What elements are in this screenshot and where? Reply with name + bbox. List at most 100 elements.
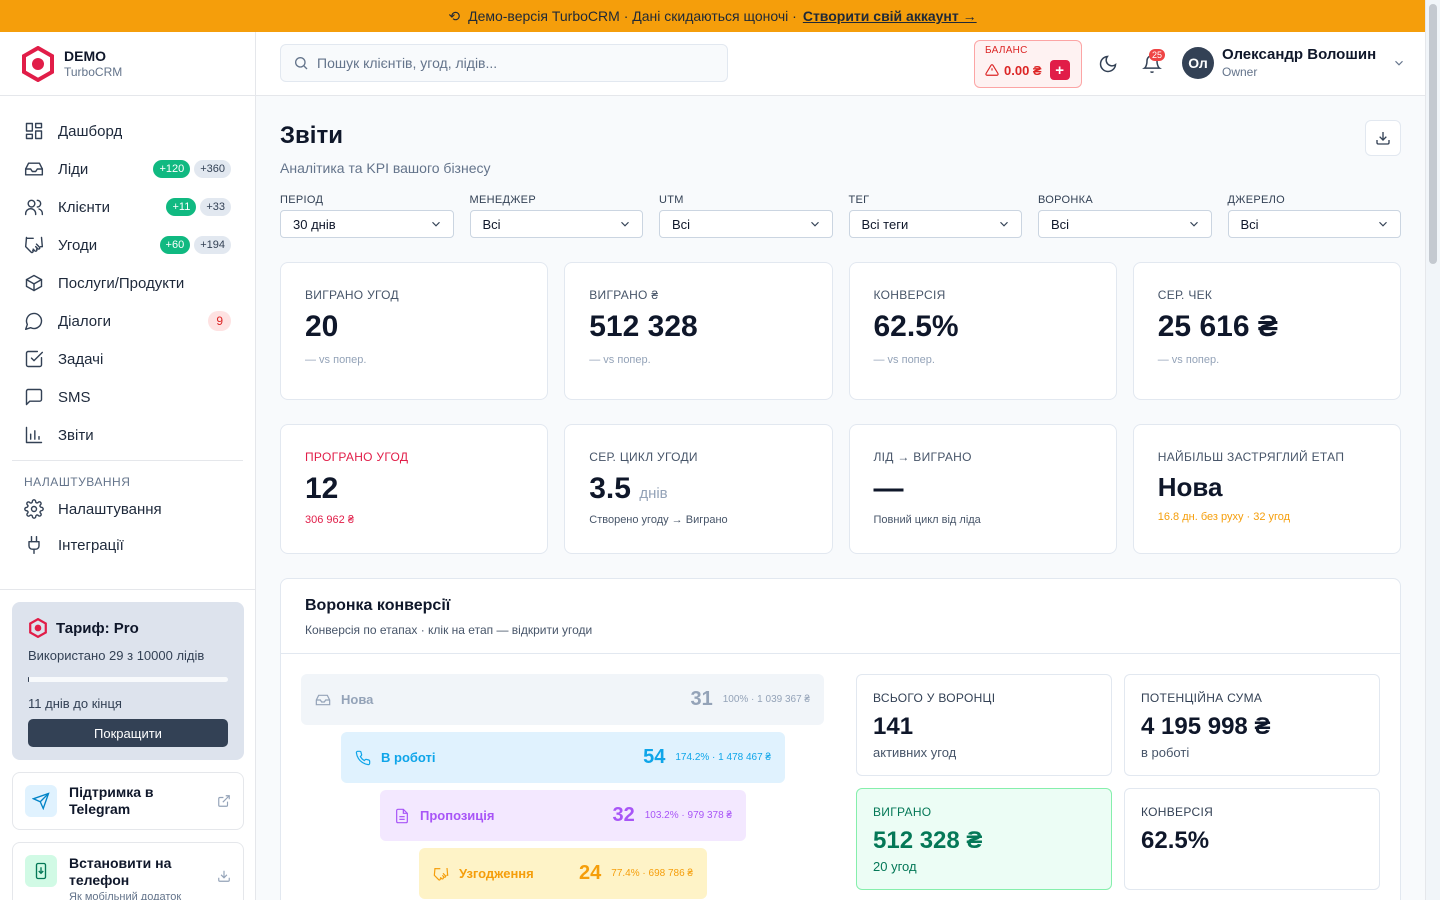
plan-usage-fill xyxy=(28,677,29,682)
filter-value: Всі xyxy=(482,216,501,232)
message-icon xyxy=(25,388,43,406)
telegram-icon xyxy=(25,785,57,817)
kpi-card: СЕР. ЦИКЛ УГОДИ 3.5 днів Створено угоду → … xyxy=(564,424,833,554)
kpi-value: 25 616 ₴ xyxy=(1157,310,1278,343)
nav-item-dialogs[interactable]: Діалоги 9 xyxy=(12,302,243,340)
scrollbar-thumb[interactable] xyxy=(1429,4,1437,264)
bar-chart-icon xyxy=(25,426,43,444)
plan-usage: Використано 29 з 10000 лідів xyxy=(28,648,205,663)
stage-count: 54 xyxy=(643,746,666,768)
nav-item-settings[interactable]: Налаштування xyxy=(12,491,243,527)
kpi-note: — vs попер. xyxy=(1157,354,1220,366)
nav-label: Налаштування xyxy=(58,500,162,518)
kpi-note: — vs попер. xyxy=(305,354,367,366)
sidebar-bottom: Тариф: Pro Використано 29 з 10000 лідів … xyxy=(0,589,255,900)
kpi-detail: 306 962 ₴ xyxy=(305,514,354,526)
top-up-button[interactable]: + xyxy=(1049,60,1070,80)
stat-card-won: ВИГРАНО 512 328 ₴ 20 угод xyxy=(856,788,1112,890)
kpi-card: ЛІД → ВИГРАНО — Повний цикл від ліда xyxy=(848,424,1117,554)
logo[interactable]: DEMO TurboCRM xyxy=(0,32,255,96)
stat-value: 4 195 998 ₴ xyxy=(1141,713,1271,740)
dashboard-icon xyxy=(25,122,43,140)
stat-value: 62.5% xyxy=(1141,827,1210,854)
filter-label: ТЕГ xyxy=(848,194,870,206)
nav-item-clients[interactable]: Клієнти +11 +33 xyxy=(12,188,243,226)
filter-select[interactable]: 30 днів xyxy=(280,210,454,238)
sidebar: DEMO TurboCRM Дашборд Ліди +120 +360 Клі… xyxy=(0,32,256,900)
nav-item-dashboard[interactable]: Дашборд xyxy=(12,112,243,150)
nav-item-products[interactable]: Послуги/Продукти xyxy=(12,264,243,302)
filter-select[interactable]: Всі xyxy=(1038,210,1212,238)
logo-icon xyxy=(22,45,54,82)
kpi-card: ПРОГРАНО УГОД 12 306 962 ₴ xyxy=(280,424,549,554)
kpi-value: 3.5 xyxy=(589,472,631,505)
page-scrollbar[interactable] xyxy=(1425,0,1440,900)
nav-item-tasks[interactable]: Задачі xyxy=(12,340,243,378)
filter-value: Всі xyxy=(1240,216,1259,232)
create-account-link[interactable]: Створити свій аккаунт → xyxy=(802,8,977,24)
filter-label: ДЖЕРЕЛО xyxy=(1227,194,1285,206)
search-box[interactable] xyxy=(280,44,728,82)
chat-icon xyxy=(24,312,43,331)
nav-item-sms[interactable]: SMS xyxy=(12,378,243,416)
nav-label: Клієнти xyxy=(58,198,111,216)
filter-select[interactable]: Всі xyxy=(1227,210,1401,238)
total-count-badge: +194 xyxy=(194,236,231,254)
filter-select[interactable]: Всі xyxy=(659,210,833,238)
plan-title: Тариф: Pro xyxy=(56,619,139,637)
kpi-detail: Створено угоду → Виграно xyxy=(589,514,728,526)
stage-count: 32 xyxy=(612,804,635,826)
funnel-stage-new[interactable]: Нова 31 100% · 1 039 367 ₴ xyxy=(301,674,824,725)
stat-detail: 20 угод xyxy=(873,859,917,874)
plan-card: Тариф: Pro Використано 29 з 10000 лідів … xyxy=(12,602,244,760)
funnel-stats: ВСЬОГО У ВОРОНЦІ 141 активних угод ПОТЕНЦІ… xyxy=(856,674,1380,890)
stage-name: Нова xyxy=(341,692,374,707)
funnel-stage-negotiation[interactable]: Узгодження 24 77.4% · 698 786 ₴ xyxy=(419,848,707,899)
nav-label: SMS xyxy=(58,388,91,406)
kpi-label: ВИГРАНО ₴ xyxy=(589,288,659,302)
kpi-value: 20 xyxy=(305,310,339,343)
upgrade-button[interactable]: Покращити xyxy=(28,719,228,747)
filter-select[interactable]: Всі теги xyxy=(848,210,1022,238)
stage-name: Пропозиція xyxy=(420,808,495,823)
install-sub: Як мобільний додаток xyxy=(69,891,182,900)
nav-item-integrations[interactable]: Інтеграції xyxy=(12,527,243,563)
plan-usage-bar xyxy=(28,677,228,682)
funnel-card: Воронка конверсії Конверсія по етапах · … xyxy=(280,578,1401,900)
kpi-label: НАЙБІЛЬШ ЗАСТРЯГЛИЙ ЕТАП xyxy=(1157,450,1345,464)
moon-icon[interactable] xyxy=(1098,54,1118,74)
filter-group: МЕНЕДЖЕР Всі xyxy=(469,194,643,238)
install-label: Встановити на телефон xyxy=(69,855,172,888)
stage-percent: 174.2% · 1 478 467 ₴ xyxy=(675,752,771,763)
user-menu[interactable]: Ол Олександр Волошин Owner xyxy=(1182,46,1406,79)
kpi-unit: днів xyxy=(639,485,668,502)
nav-item-leads[interactable]: Ліди +120 +360 xyxy=(12,150,243,188)
notification-count-badge: 25 xyxy=(1149,49,1166,61)
nav-item-deals[interactable]: Угоди +60 +194 xyxy=(12,226,243,264)
box-icon xyxy=(25,274,43,292)
funnel-stage-proposal[interactable]: Пропозиція 32 103.2% · 979 378 ₴ xyxy=(380,790,746,841)
kpi-value: 62.5% xyxy=(873,310,959,343)
nav-label: Ліди xyxy=(58,160,89,178)
inbox-icon xyxy=(24,162,44,176)
kpi-label: ПРОГРАНО УГОД xyxy=(305,450,409,464)
install-app-card[interactable]: Встановити на телефон Як мобільний додат… xyxy=(12,842,244,900)
balance-widget[interactable]: БАЛАНС 0.00 ₴ + xyxy=(974,40,1082,88)
kpi-label: СЕР. ЦИКЛ УГОДИ xyxy=(589,450,698,464)
stage-count: 24 xyxy=(579,862,602,884)
users-icon xyxy=(24,199,44,216)
search-input[interactable] xyxy=(317,55,697,71)
funnel-stage-in-progress[interactable]: В роботі 54 174.2% · 1 478 467 ₴ xyxy=(341,732,785,783)
main-nav: Дашборд Ліди +120 +360 Клієнти +11 +33 У… xyxy=(0,96,255,563)
export-button[interactable] xyxy=(1365,120,1401,156)
banner-text: Демо-версія TurboCRM · Дані скидаються щ… xyxy=(468,8,797,24)
support-label: Підтримка в Telegram xyxy=(69,784,154,817)
balance-value: 0.00 ₴ xyxy=(1004,62,1042,78)
notifications-button[interactable]: 25 xyxy=(1142,49,1166,74)
inbox-icon xyxy=(315,694,331,705)
filter-label: UTM xyxy=(659,194,684,206)
new-count-badge: +60 xyxy=(159,236,191,254)
filter-select[interactable]: Всі xyxy=(469,210,643,238)
nav-item-reports[interactable]: Звіти xyxy=(12,416,243,454)
telegram-support-card[interactable]: Підтримка в Telegram xyxy=(12,772,244,830)
